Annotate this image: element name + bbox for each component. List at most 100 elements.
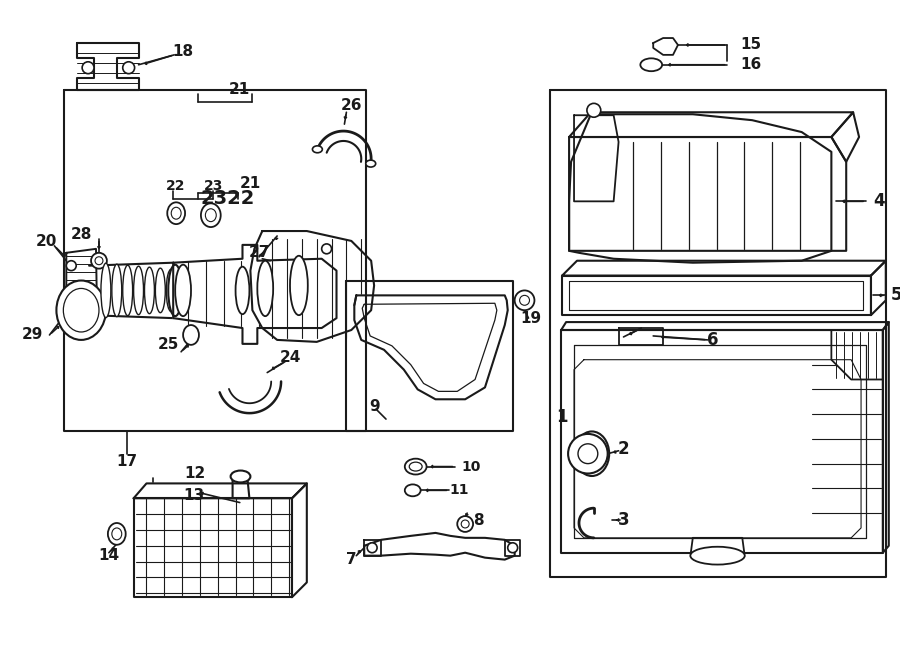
Text: 11: 11: [449, 483, 469, 497]
Polygon shape: [67, 249, 97, 310]
Circle shape: [587, 103, 601, 117]
Ellipse shape: [312, 146, 322, 153]
Polygon shape: [883, 322, 889, 553]
Ellipse shape: [145, 267, 155, 314]
Polygon shape: [574, 115, 618, 202]
Ellipse shape: [156, 268, 166, 313]
Ellipse shape: [101, 263, 111, 318]
Polygon shape: [133, 483, 307, 498]
Polygon shape: [691, 538, 744, 553]
Polygon shape: [220, 381, 281, 413]
Polygon shape: [364, 540, 381, 556]
Circle shape: [568, 434, 608, 473]
Polygon shape: [574, 360, 861, 538]
Text: 5: 5: [891, 286, 900, 304]
Ellipse shape: [690, 547, 745, 564]
Text: 17: 17: [116, 454, 137, 469]
Text: 8: 8: [472, 512, 483, 527]
Ellipse shape: [63, 288, 99, 332]
Ellipse shape: [176, 264, 191, 316]
Ellipse shape: [57, 280, 106, 340]
Text: 20: 20: [36, 235, 58, 249]
Ellipse shape: [171, 208, 181, 219]
Polygon shape: [871, 260, 886, 315]
Circle shape: [67, 260, 76, 270]
Polygon shape: [232, 479, 249, 498]
Polygon shape: [562, 276, 871, 315]
Ellipse shape: [257, 260, 274, 316]
Circle shape: [122, 61, 135, 73]
Ellipse shape: [122, 265, 132, 316]
Polygon shape: [364, 533, 515, 560]
Text: 22: 22: [166, 180, 184, 194]
Text: 27: 27: [248, 245, 270, 260]
Polygon shape: [562, 330, 883, 553]
Ellipse shape: [405, 459, 427, 475]
Polygon shape: [562, 260, 886, 276]
Circle shape: [515, 290, 535, 310]
Circle shape: [519, 295, 529, 305]
Text: 6: 6: [706, 331, 718, 349]
Text: 3: 3: [617, 511, 629, 529]
Text: 10: 10: [462, 459, 481, 473]
Text: 18: 18: [173, 44, 194, 59]
Polygon shape: [832, 112, 860, 162]
Ellipse shape: [112, 528, 122, 540]
Text: 24: 24: [279, 350, 301, 366]
Polygon shape: [173, 245, 337, 344]
Circle shape: [95, 256, 103, 264]
Ellipse shape: [133, 266, 143, 315]
Text: 25: 25: [158, 337, 179, 352]
Text: 16: 16: [741, 58, 761, 72]
Text: 21: 21: [239, 176, 261, 191]
Ellipse shape: [365, 160, 375, 167]
Text: 13: 13: [184, 488, 204, 503]
Circle shape: [367, 543, 377, 553]
Polygon shape: [292, 483, 307, 598]
Text: 29: 29: [22, 327, 43, 342]
Ellipse shape: [205, 209, 216, 221]
Text: 26: 26: [340, 98, 362, 113]
Text: 21: 21: [229, 82, 250, 97]
Text: 4: 4: [873, 192, 885, 210]
Polygon shape: [569, 137, 846, 251]
Circle shape: [578, 444, 598, 463]
Polygon shape: [77, 43, 139, 91]
Ellipse shape: [581, 440, 603, 467]
Text: 1: 1: [556, 408, 568, 426]
Text: 19: 19: [520, 311, 541, 326]
Ellipse shape: [405, 485, 420, 496]
Circle shape: [91, 253, 107, 268]
Circle shape: [457, 516, 473, 532]
Ellipse shape: [236, 266, 249, 314]
Ellipse shape: [290, 256, 308, 315]
Polygon shape: [569, 114, 832, 262]
Text: 14: 14: [98, 548, 120, 563]
Circle shape: [508, 543, 518, 553]
Ellipse shape: [574, 432, 609, 476]
Ellipse shape: [112, 264, 122, 317]
Ellipse shape: [201, 204, 220, 227]
Circle shape: [82, 61, 94, 73]
Polygon shape: [133, 498, 292, 598]
Ellipse shape: [410, 462, 422, 471]
Text: 12: 12: [184, 466, 205, 481]
Ellipse shape: [166, 269, 176, 312]
Text: 9: 9: [369, 399, 380, 414]
Circle shape: [321, 244, 331, 254]
Circle shape: [461, 520, 469, 528]
Polygon shape: [653, 38, 678, 55]
Text: 15: 15: [741, 38, 761, 52]
Ellipse shape: [108, 523, 126, 545]
Text: 7: 7: [346, 552, 356, 567]
Ellipse shape: [168, 264, 182, 316]
Ellipse shape: [167, 202, 185, 224]
Polygon shape: [362, 303, 497, 391]
Polygon shape: [250, 231, 374, 342]
Polygon shape: [832, 330, 883, 379]
Polygon shape: [569, 112, 853, 137]
Polygon shape: [562, 322, 889, 330]
Polygon shape: [505, 540, 519, 556]
Text: 2: 2: [617, 440, 629, 458]
Ellipse shape: [641, 58, 662, 71]
